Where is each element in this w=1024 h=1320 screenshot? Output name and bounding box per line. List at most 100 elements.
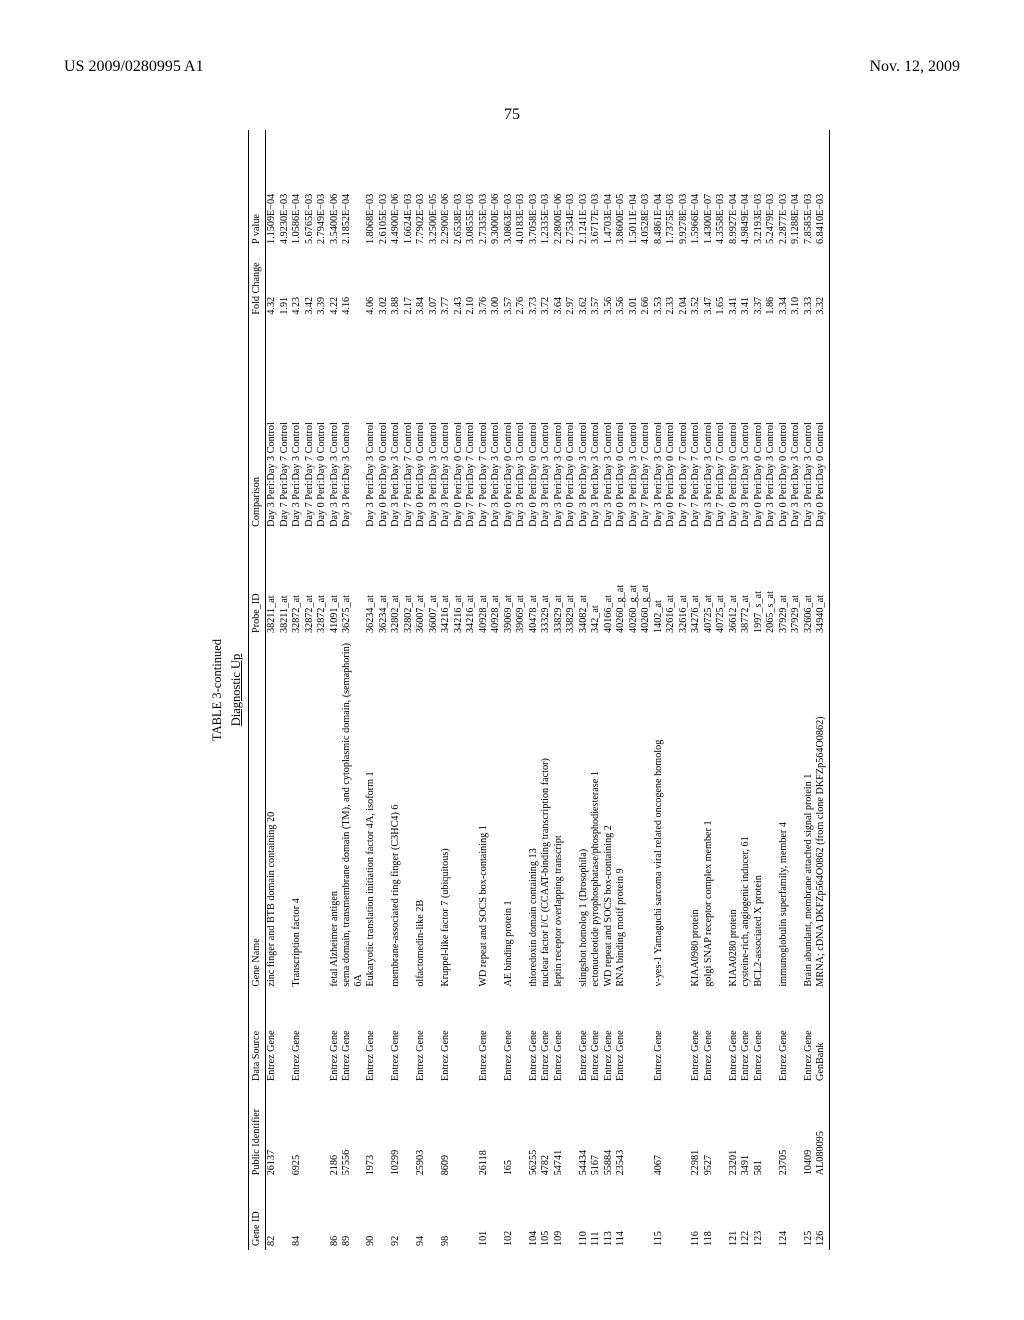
table-row: 9210299Entrez Genemembrane-associated ri… [390, 130, 403, 1250]
table-cell: nuclear factor I/C (CCAAT-binding transc… [540, 637, 553, 991]
table-cell: 2.1241E−03 [577, 130, 590, 248]
table-cell: 38211_at [265, 531, 278, 637]
table-cell: slingshot homolog 1 (Drosophila) [577, 637, 590, 991]
table-cell [452, 1179, 465, 1250]
table-cell: Day 7 Peri:Day 7 Control [402, 319, 415, 531]
table-cell: Day 0 Peri:Day 0 Control [815, 319, 830, 531]
table-cell: Day 0 Peri:Day 0 Control [452, 319, 465, 531]
table-cell [303, 1085, 316, 1179]
table-cell: 26118 [477, 1085, 490, 1179]
table-row: 40260_g_atDay 7 Peri:Day 7 Control2.664.… [640, 130, 653, 1250]
table-cell: 2186 [328, 1085, 341, 1179]
table-cell [627, 991, 640, 1085]
col-source: Data Source [249, 991, 266, 1085]
table-cell [677, 1179, 690, 1250]
table-cell: 6925 [291, 1085, 304, 1179]
table-row: 38211_atDay 7 Peri:Day 7 Control1.914.92… [278, 130, 291, 1250]
table-cell: Day 3 Peri:Day 3 Control [590, 319, 603, 531]
table-cell [427, 1179, 440, 1250]
table-cell [640, 991, 653, 1085]
table-cell: ectonucleotide pyrophosphatase/phosphodi… [590, 637, 603, 991]
table-cell [465, 1179, 478, 1250]
table-cell: 22981 [690, 1085, 703, 1179]
table-cell: membrane-associated ring finger (C3HC4) … [390, 637, 403, 991]
table-cell: 3.57 [502, 248, 515, 319]
table-cell [402, 637, 415, 991]
table-cell: 32616_at [677, 531, 690, 637]
table-cell: 1.0586E−04 [291, 130, 304, 248]
table-cell: 3.56 [615, 248, 628, 319]
table-cell: 3.2193E−03 [752, 130, 765, 248]
table-cell: Day 3 Peri:Day 3 Control [652, 319, 665, 531]
table-cell: 40725_at [715, 531, 728, 637]
table-cell: Entrez Gene [390, 991, 403, 1085]
table-cell: 2.04 [677, 248, 690, 319]
table-cell [640, 1179, 653, 1250]
table-cell [765, 637, 778, 991]
col-pvalue: P value [249, 130, 266, 248]
table-cell: 34216_at [452, 531, 465, 637]
table-cell: Day 0 Peri:Day 0 Control [565, 319, 578, 531]
table-cell [303, 991, 316, 1085]
table-cell: 3.39 [316, 248, 329, 319]
table-cell: 104 [527, 1179, 540, 1250]
table-cell: Day 0 Peri:Day 0 Control [502, 319, 515, 531]
table-cell [715, 1179, 728, 1250]
table-cell: Day 7 Peri:Day 7 Control [640, 319, 653, 531]
table-row: 102165Entrez GeneAE binding protein 1390… [502, 130, 515, 1250]
table-cell: Entrez Gene [702, 991, 715, 1085]
table-cell: 3.56 [602, 248, 615, 319]
table-cell: 5.2479E−03 [765, 130, 778, 248]
table-cell: Entrez Gene [615, 991, 628, 1085]
table-cell: Day 7 Peri:Day 7 Control [690, 319, 703, 531]
table-cell: 4.22 [328, 248, 341, 319]
table-cell: v-yes-1 Yamaguchi sarcoma viral related … [652, 637, 665, 991]
table-row: 10954741Entrez Geneleptin receptor overl… [552, 130, 565, 1250]
table-cell: WD repeat and SOCS box-containing 1 [477, 637, 490, 991]
table-cell: 2.2800E−06 [552, 130, 565, 248]
table-cell: 3.52 [690, 248, 703, 319]
table-cell: 40166_at [602, 531, 615, 637]
table-cell [665, 991, 678, 1085]
table-cell: Day 0 Peri:Day 0 Control [777, 319, 790, 531]
table-cell: Brain abundant, membrane attached signal… [802, 637, 815, 991]
col-comparison: Comparison [249, 319, 266, 531]
table-cell: cysteine-rich, angiogenic inducer, 61 [740, 637, 753, 991]
table-cell: 3491 [740, 1085, 753, 1179]
table-row: 40260_g_atDay 3 Peri:Day 3 Control3.011.… [627, 130, 640, 1250]
table-cell: Day 3 Peri:Day 3 Control [552, 319, 565, 531]
table-cell: 23201 [727, 1085, 740, 1179]
table-cell: 1.5011E−04 [627, 130, 640, 248]
table-cell [627, 637, 640, 991]
table-cell: Day 7 Peri:Day 7 Control [278, 319, 291, 531]
table-cell: 3.37 [752, 248, 765, 319]
table-cell: 4.4900E−06 [390, 130, 403, 248]
table-cell [303, 637, 316, 991]
table-cell: 3.47 [702, 248, 715, 319]
table-cell: BCL2-associated X protein [752, 637, 765, 991]
table-cell: Day 3 Peri:Day 3 Control [765, 319, 778, 531]
table-cell: Entrez Gene [590, 991, 603, 1085]
page-number: 75 [64, 106, 960, 124]
table-cell: Entrez Gene [527, 991, 540, 1085]
table-cell: 4.9230E−03 [278, 130, 291, 248]
table-cell: 2.2877E−03 [777, 130, 790, 248]
table-cell: 32606_at [802, 531, 815, 637]
table-cell: Day 7 Peri:Day 7 Control [715, 319, 728, 531]
table-cell: 5.6765E−03 [303, 130, 316, 248]
table-cell: 32872_at [303, 531, 316, 637]
table-cell: KIAA0980 protein [690, 637, 703, 991]
table-cell [640, 1085, 653, 1179]
table-cell: 36234_at [365, 531, 378, 637]
table-cell: 54434 [577, 1085, 590, 1179]
table-cell [427, 637, 440, 991]
table-row: 32616_atDay 7 Peri:Day 7 Control2.049.92… [677, 130, 690, 1250]
table-row: 1189527Entrez Genegolgi SNAP receptor co… [702, 130, 715, 1250]
table-cell: Entrez Gene [540, 991, 553, 1085]
table-row: 1154067Entrez Genev-yes-1 Yamaguchi sarc… [652, 130, 665, 1250]
table-cell [402, 991, 415, 1085]
table-cell: 36234_at [377, 531, 390, 637]
table-cell: 109 [552, 1179, 565, 1250]
table-cell: Day 0 Peri:Day 0 Control [527, 319, 540, 531]
table-cell: 89 [341, 1179, 365, 1250]
